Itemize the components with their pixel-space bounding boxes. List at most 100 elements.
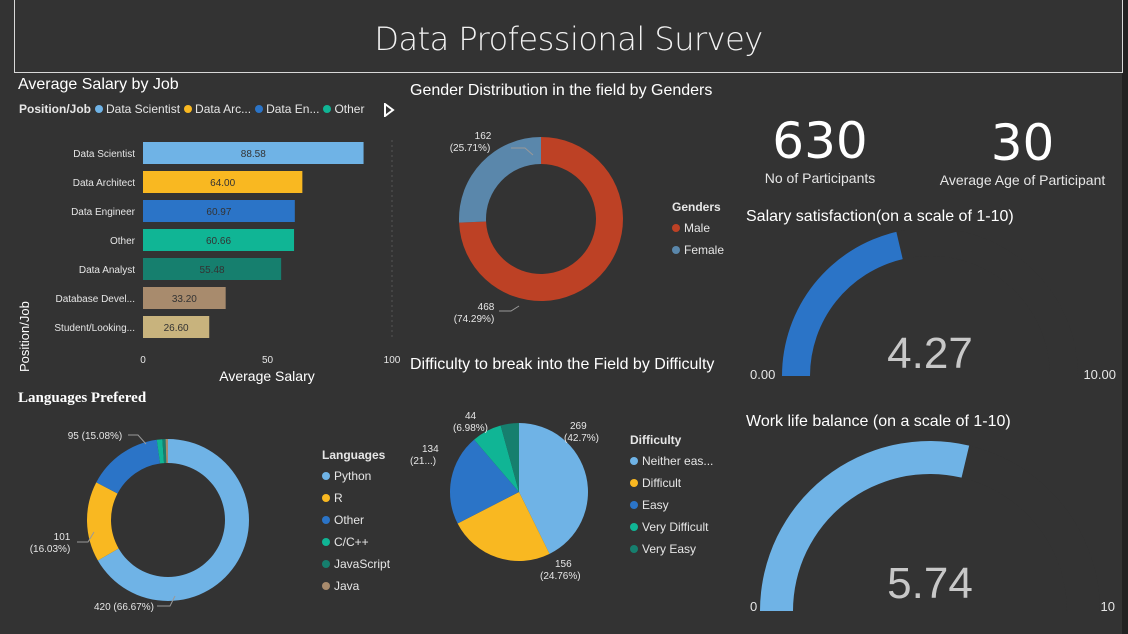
bar-value-label: 33.20	[172, 294, 197, 305]
salary-legend-title: Position/Job	[19, 102, 91, 116]
bar-value-label: 55.48	[200, 265, 225, 276]
diff-vd-count: 44	[465, 411, 477, 422]
difficulty-legend: Difficulty Neither eas... Difficult Easy…	[630, 430, 713, 560]
difficulty-legend-item[interactable]: Easy	[630, 494, 713, 516]
gauge-value: 4.27	[887, 329, 973, 378]
languages-legend-item[interactable]: R	[322, 487, 390, 509]
pie-slice[interactable]	[474, 425, 519, 492]
legend-next-arrow-icon[interactable]	[383, 103, 395, 117]
gauge-fill	[760, 440, 970, 611]
diff-neither-count: 269	[570, 421, 587, 432]
average-age-label: Average Age of Participant	[939, 172, 1106, 188]
difficulty-legend-item[interactable]: Very Difficult	[630, 516, 713, 538]
bar-category-label: Data Architect	[73, 178, 135, 189]
diff-difficult-count: 156	[555, 559, 572, 570]
gender-female-count: 162	[475, 131, 492, 142]
diff-easy-pct: (21...)	[410, 456, 436, 467]
languages-donut-chart: 95 (15.08%) 101 (16.03%) 420 (66.67%)	[30, 431, 249, 613]
languages-legend-item[interactable]: JavaScript	[322, 553, 390, 575]
gender-legend-item[interactable]: Male	[672, 217, 724, 239]
bar-category-label: Other	[110, 236, 136, 247]
lang-python-label: 420 (66.67%)	[94, 602, 154, 613]
languages-legend-item[interactable]: Other	[322, 509, 390, 531]
bar-category-label: Data Analyst	[79, 265, 135, 276]
gauge-max: 10.00	[1083, 367, 1116, 382]
x-tick-label: 0	[140, 355, 146, 366]
diff-neither-pct: (42.7%)	[564, 433, 599, 444]
bar[interactable]	[143, 200, 295, 222]
bar-category-label: Data Engineer	[71, 207, 136, 218]
bar-category-label: Data Scientist	[73, 149, 135, 160]
languages-legend: Languages Python R Other C/C++ JavaScrip…	[322, 445, 390, 597]
diff-vd-pct: (6.98%)	[453, 423, 488, 434]
languages-legend-title: Languages	[322, 448, 386, 462]
languages-legend-item[interactable]: C/C++	[322, 531, 390, 553]
gauge-max: 10	[1101, 599, 1115, 614]
bar-value-label: 64.00	[210, 178, 235, 189]
salary-bar-chart: 88.58 Data Scientist 64.00 Data Architect 60…	[17, 140, 400, 384]
difficulty-chart-title: Difficulty to break into the Field by Di…	[410, 356, 715, 373]
pie-slice[interactable]	[459, 137, 623, 301]
salary-legend-item[interactable]: Data En...	[255, 102, 319, 116]
bar[interactable]	[143, 258, 282, 280]
pie-slice[interactable]	[500, 423, 519, 492]
difficulty-legend-item[interactable]: Very Easy	[630, 538, 713, 560]
pie-slice[interactable]	[165, 439, 168, 464]
bar[interactable]	[143, 316, 210, 338]
participants-count: 630	[772, 112, 868, 170]
bar[interactable]	[143, 142, 364, 164]
gauge-min: 0	[750, 599, 757, 614]
pie-slice[interactable]	[457, 492, 550, 561]
lang-r-pct: (16.03%)	[30, 544, 71, 555]
gauge-fill	[782, 231, 903, 376]
salary-legend-item[interactable]: Data Scientist	[95, 102, 180, 116]
difficulty-legend-item[interactable]: Difficult	[630, 472, 713, 494]
salary-legend-item[interactable]: Data Arc...	[184, 102, 251, 116]
average-age-value: 30	[990, 114, 1055, 172]
bar[interactable]	[143, 171, 303, 193]
diff-difficult-pct: (24.76%)	[540, 571, 581, 582]
languages-legend-item[interactable]: Python	[322, 465, 390, 487]
difficulty-legend-item[interactable]: Neither eas...	[630, 450, 713, 472]
work-life-title: Work life balance (on a scale of 1-10)	[746, 413, 1011, 430]
salary-legend: Position/Job Data Scientist Data Arc... …	[19, 102, 364, 116]
lang-r-count: 101	[54, 532, 71, 543]
gender-legend-title: Genders	[672, 200, 721, 214]
pie-slice[interactable]	[97, 439, 249, 601]
pie-slice[interactable]	[450, 439, 519, 524]
difficulty-legend-title: Difficulty	[630, 433, 682, 447]
bar-value-label: 60.66	[206, 236, 231, 247]
y-axis-label: Position/Job	[17, 301, 32, 372]
gauge-value: 5.74	[887, 559, 973, 608]
bar[interactable]	[143, 229, 295, 251]
pie-slice[interactable]	[156, 439, 165, 464]
pie-slice[interactable]	[87, 482, 119, 561]
dashboard-title: Data Professional Survey	[374, 20, 763, 58]
diff-easy-count: 134	[422, 444, 439, 455]
bar-category-label: Database Devel...	[56, 294, 136, 305]
gender-male-pct: (74.29%)	[454, 314, 495, 325]
pie-slice[interactable]	[96, 439, 161, 494]
lang-other-label: 95 (15.08%)	[68, 431, 122, 442]
salary-chart-title: Average Salary by Job	[18, 76, 179, 93]
gender-legend-item[interactable]: Female	[672, 239, 724, 261]
languages-chart-title: Languages Prefered	[18, 390, 147, 406]
gauge-min: 0.00	[750, 367, 775, 382]
pie-slice[interactable]	[162, 439, 167, 464]
languages-legend-item[interactable]: Java	[322, 575, 390, 597]
salary-legend-item[interactable]: Other	[323, 102, 364, 116]
difficulty-pie-chart: 269 (42.7%) 156 (24.76%) 134 (21...) 44 …	[410, 411, 599, 582]
bar-category-label: Student/Looking...	[54, 323, 135, 334]
gender-male-count: 468	[478, 302, 495, 313]
bar[interactable]	[143, 287, 226, 309]
gender-chart-title: Gender Distribution in the field by Gend…	[410, 82, 713, 99]
gender-legend: Genders Male Female	[672, 197, 724, 261]
pie-slice[interactable]	[519, 423, 588, 554]
x-tick-label: 50	[262, 355, 274, 366]
salary-satisfaction-gauge: 4.27 0.00 10.00	[750, 230, 1116, 382]
pie-slice[interactable]	[459, 137, 541, 223]
participants-label: No of Participants	[764, 170, 876, 186]
work-life-gauge: 5.74 0 10	[750, 440, 1115, 614]
gender-donut-chart: 162 (25.71%) 468 (74.29%)	[450, 131, 623, 325]
